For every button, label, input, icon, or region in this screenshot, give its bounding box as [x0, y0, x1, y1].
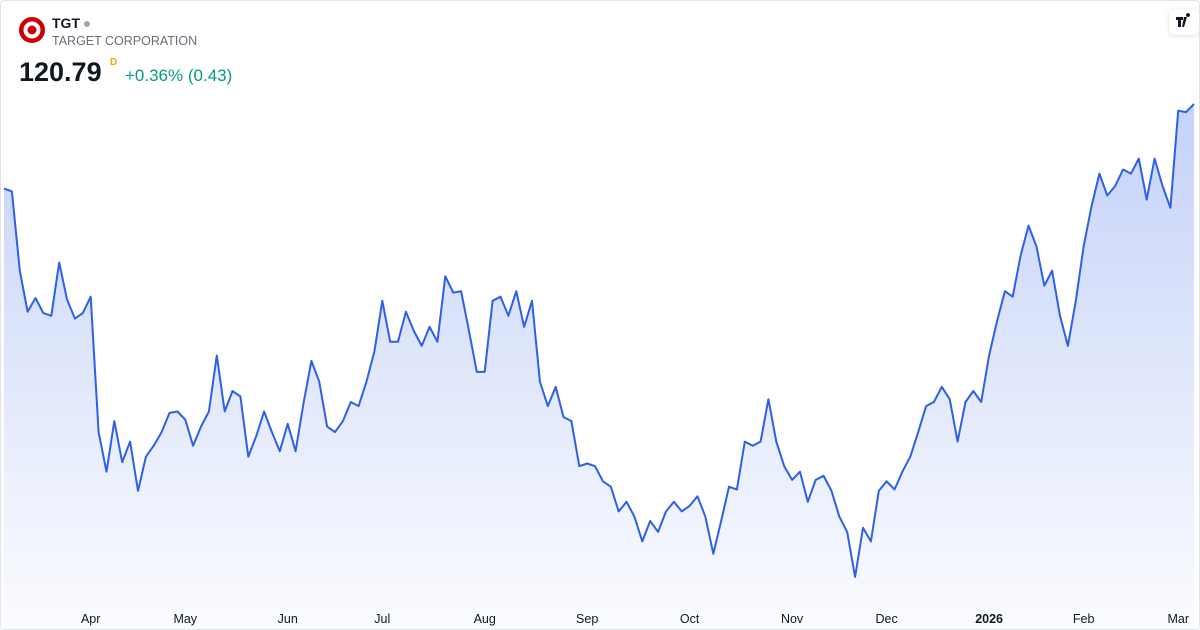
symbol-row: TGT: [52, 15, 90, 31]
x-tick-label: 2026: [975, 612, 1003, 626]
x-tick-label: Mar: [1167, 612, 1189, 626]
x-tick-label: Nov: [781, 612, 804, 626]
change: +0.36% (0.43): [125, 66, 233, 85]
interval: D: [110, 57, 118, 68]
logo-icon: [1176, 13, 1191, 27]
x-tick-label: Dec: [876, 612, 898, 626]
x-tick-label: Aug: [474, 612, 496, 626]
x-tick-label: Oct: [680, 612, 700, 626]
x-tick-label: Jul: [374, 612, 390, 626]
x-tick-label: Sep: [576, 612, 598, 626]
logo: [19, 17, 45, 43]
price-line: [3, 103, 1195, 578]
area-fill: [4, 104, 1194, 629]
price: 120.79: [19, 57, 102, 87]
x-tick-label: Apr: [81, 612, 100, 626]
x-tick-label: May: [173, 612, 197, 626]
status-dot: [84, 21, 90, 28]
x-tick-label: Jun: [278, 612, 298, 626]
tradingview-logo[interactable]: [1169, 9, 1199, 35]
x-tick-label: Feb: [1073, 612, 1095, 626]
company-name: TARGET CORPORATION: [52, 34, 198, 48]
symbol[interactable]: TGT: [52, 15, 80, 31]
